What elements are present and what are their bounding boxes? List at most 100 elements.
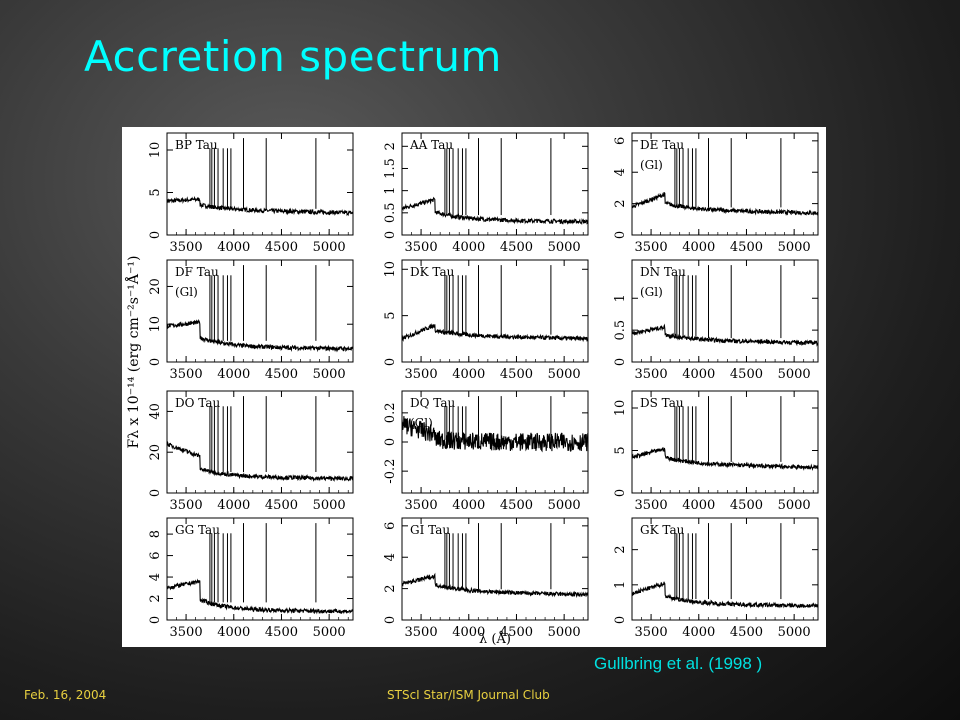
star-name-label: DO Tau (175, 396, 221, 410)
y-tick-label: 2 (613, 199, 628, 207)
panel-frame (401, 259, 589, 363)
x-tick-label: 4500 (500, 367, 533, 382)
panel-frame (166, 132, 354, 236)
x-tick-label: 4000 (452, 625, 485, 640)
x-tick-label: 5000 (778, 240, 811, 255)
footer-date: Feb. 16, 2004 (24, 688, 107, 702)
y-tick-label: 0 (613, 489, 628, 497)
y-tick-label: 0 (613, 616, 628, 624)
y-tick-label: 4 (383, 553, 398, 561)
panel-frame (631, 517, 819, 621)
spectrum-line (402, 572, 588, 598)
y-tick-label: 40 (148, 403, 163, 420)
slide-title: Accretion spectrum (84, 32, 502, 81)
spectrum-line (632, 581, 818, 609)
y-tick-label: 0 (148, 231, 163, 239)
spectra-figure: 3500 4000 4500 5000 0 5 10 BP Tau 3500 4000 4500 50… (122, 127, 826, 647)
star-name-label: DF Tau (175, 265, 219, 279)
y-tick-label: 10 (148, 316, 163, 333)
x-tick-label: 4000 (217, 240, 250, 255)
x-tick-label: 3500 (635, 240, 668, 255)
x-tick-label: 4000 (217, 625, 250, 640)
y-tick-label: 4 (613, 168, 628, 176)
x-tick-label: 3500 (405, 625, 438, 640)
x-tick-label: 4500 (730, 625, 763, 640)
y-tick-label: 10 (613, 400, 628, 417)
spectrum-line (167, 318, 353, 353)
x-tick-label: 4500 (730, 498, 763, 513)
x-tick-label: 5000 (548, 625, 581, 640)
y-tick-label: 5 (383, 311, 398, 319)
spectrum-line (632, 192, 818, 217)
y-tick-label: 1 (613, 294, 628, 302)
x-tick-label: 3500 (170, 625, 203, 640)
y-tick-label: 0 (148, 616, 163, 624)
x-tick-label: 3500 (635, 367, 668, 382)
x-tick-label: 4500 (500, 240, 533, 255)
x-axis-label: λ (Å) (479, 631, 511, 647)
x-tick-label: 4000 (452, 367, 485, 382)
y-tick-label: 5 (148, 188, 163, 196)
spectrum-panel: 3500 4000 4500 5000 -0.2 0 0.2 DQ Tau (Gl) (383, 390, 589, 513)
star-name-label: DS Tau (640, 396, 684, 410)
x-tick-label: 3500 (405, 498, 438, 513)
spectrum-panel: 3500 4000 4500 5000 0 2 4 6 GI Tau (383, 517, 589, 640)
spectrum-line (632, 446, 818, 471)
x-tick-label: 4500 (730, 240, 763, 255)
x-tick-label: 4500 (265, 367, 298, 382)
y-tick-label: 0.5 (383, 202, 398, 223)
x-tick-label: 5000 (778, 367, 811, 382)
x-tick-label: 3500 (170, 240, 203, 255)
x-tick-label: 3500 (170, 367, 203, 382)
spectrum-panel: 3500 4000 4500 5000 0 20 40 DO Tau (148, 390, 354, 513)
y-tick-label: 1 (613, 581, 628, 589)
x-tick-label: 5000 (313, 367, 346, 382)
spectrum-panel: 3500 4000 4500 5000 0 5 10 BP Tau (148, 132, 354, 255)
x-tick-label: 4000 (682, 240, 715, 255)
star-name-label: DQ Tau (410, 396, 456, 410)
x-tick-label: 4500 (500, 498, 533, 513)
x-tick-label: 5000 (548, 367, 581, 382)
x-tick-label: 4000 (217, 367, 250, 382)
y-axis-label: Fλ x 10⁻¹⁴ (erg cm⁻²s⁻¹Å⁻¹) (124, 256, 142, 449)
spectrum-line (402, 196, 588, 226)
y-tick-label: 0 (383, 231, 398, 239)
star-name-label: AA Tau (409, 138, 453, 152)
star-note-label: (Gl) (175, 285, 198, 299)
y-tick-label: 2 (383, 142, 398, 150)
y-tick-label: 0 (148, 489, 163, 497)
y-tick-label: 4 (148, 573, 163, 581)
x-tick-label: 3500 (405, 240, 438, 255)
panel-frame (401, 517, 589, 621)
star-name-label: BP Tau (175, 138, 218, 152)
y-tick-label: 2 (613, 546, 628, 554)
x-tick-label: 4500 (265, 240, 298, 255)
y-tick-label: 20 (148, 278, 163, 295)
x-tick-label: 3500 (170, 498, 203, 513)
panel-frame (631, 132, 819, 236)
y-tick-label: 0 (383, 438, 398, 446)
x-tick-label: 5000 (313, 498, 346, 513)
x-tick-label: 4000 (682, 498, 715, 513)
panel-frame (631, 259, 819, 363)
spectrum-panel: 3500 4000 4500 5000 0 5 10 DK Tau (383, 259, 589, 382)
panel-frame (166, 259, 354, 363)
footer-event: STScI Star/ISM Journal Club (387, 688, 550, 702)
x-tick-label: 4000 (217, 498, 250, 513)
x-tick-label: 3500 (635, 625, 668, 640)
x-tick-label: 4000 (452, 240, 485, 255)
x-tick-label: 4500 (500, 625, 533, 640)
x-tick-label: 4000 (682, 625, 715, 640)
panel-frame (166, 517, 354, 621)
spectrum-panel: 3500 4000 4500 5000 0 10 20 DF Tau (Gl) (148, 259, 354, 382)
spectrum-panel: 3500 4000 4500 5000 0 0.5 1 1.5 2 AA Tau (383, 132, 589, 255)
x-tick-label: 3500 (635, 498, 668, 513)
star-note-label: (Gl) (640, 158, 663, 172)
panel-frame (401, 132, 589, 236)
x-tick-label: 5000 (313, 625, 346, 640)
star-name-label: DK Tau (410, 265, 455, 279)
spectrum-panel: 3500 4000 4500 5000 0 1 2 GK Tau (613, 517, 819, 640)
x-tick-label: 5000 (313, 240, 346, 255)
x-tick-label: 3500 (405, 367, 438, 382)
